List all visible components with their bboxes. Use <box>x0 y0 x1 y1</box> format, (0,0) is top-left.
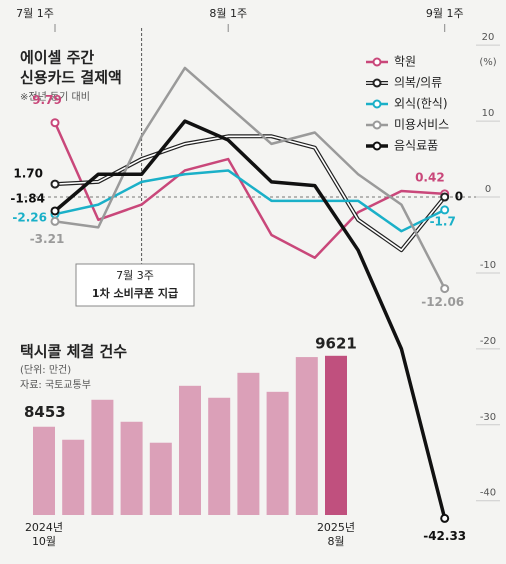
bar <box>62 439 85 515</box>
point <box>440 513 450 523</box>
bar-source: 자료: 국토교통부 <box>20 379 91 391</box>
annotation-box <box>75 263 195 307</box>
x-tick-label: 9월 1주 <box>426 7 464 20</box>
chart-title: 신용카드 결제액 <box>20 69 122 87</box>
point <box>50 118 60 128</box>
legend-label: 음식료품 <box>394 139 438 153</box>
legend-marker <box>372 78 382 88</box>
point <box>50 206 60 216</box>
bar <box>295 357 318 515</box>
value-label: -1.7 <box>430 214 456 228</box>
point <box>440 192 450 202</box>
legend-label: 미용서비스 <box>394 118 449 132</box>
bar <box>120 421 143 515</box>
value-label: -12.06 <box>421 295 464 309</box>
legend-marker <box>372 141 382 151</box>
series-line <box>53 122 445 260</box>
value-label: 9621 <box>315 334 357 352</box>
series-line-inner <box>54 135 446 251</box>
bar-title: 택시콜 체결 건수 <box>20 343 127 361</box>
bar <box>149 442 172 515</box>
value-label: 1.70 <box>13 167 43 181</box>
x-tick-label: 8월 1주 <box>209 7 247 20</box>
bar <box>266 391 289 515</box>
x-tick-label: 2025년 8월 <box>316 521 356 548</box>
y-tick-label: -10 <box>480 260 496 271</box>
annotation-text: 1차 소비쿠폰 지급 <box>92 286 178 300</box>
y-unit: (%) <box>479 57 496 68</box>
x-tick-label: 7월 1주 <box>16 7 54 20</box>
legend-label: 학원 <box>394 55 416 69</box>
value-label: -1.84 <box>10 191 45 205</box>
y-tick-label: 20 <box>482 32 495 43</box>
chart-title: 에이셀 주간 <box>20 49 94 67</box>
series-line <box>53 119 447 519</box>
bar <box>208 397 231 515</box>
y-tick-label: 10 <box>482 108 495 119</box>
y-tick-label: -20 <box>480 336 496 347</box>
value-label: -3.21 <box>30 232 65 246</box>
series-line <box>54 169 446 233</box>
point <box>440 284 450 294</box>
subtitle: ※전년 동기 대비 <box>20 91 90 103</box>
bar <box>237 372 260 515</box>
bar <box>33 426 55 515</box>
bar-subtitle: (단위: 만건) <box>20 363 71 376</box>
value-label: 8453 <box>24 403 66 421</box>
legend-marker <box>372 99 382 109</box>
y-tick-label: -40 <box>480 488 496 499</box>
point <box>440 205 450 215</box>
point <box>50 216 60 226</box>
y-tick-label: 0 <box>485 184 491 195</box>
value-label: -42.33 <box>423 529 466 543</box>
value-label: 0.42 <box>415 170 445 184</box>
bar <box>91 399 114 515</box>
legend-marker <box>372 57 382 67</box>
legend-label: 외식(한식) <box>394 97 448 111</box>
legend-marker <box>372 120 382 130</box>
bar <box>325 355 347 515</box>
legend-label: 의복/의류 <box>394 76 442 90</box>
point <box>50 179 60 189</box>
annotation-title: 7월 3주 <box>116 269 154 282</box>
series-line <box>54 66 446 290</box>
x-tick-label: 2024년 10월 <box>24 521 64 548</box>
y-tick-label: -30 <box>480 412 496 423</box>
value-label: -2.26 <box>12 211 47 225</box>
value-label: 9.79 <box>32 93 62 107</box>
bar <box>179 385 201 515</box>
value-label: 0 <box>455 190 463 204</box>
